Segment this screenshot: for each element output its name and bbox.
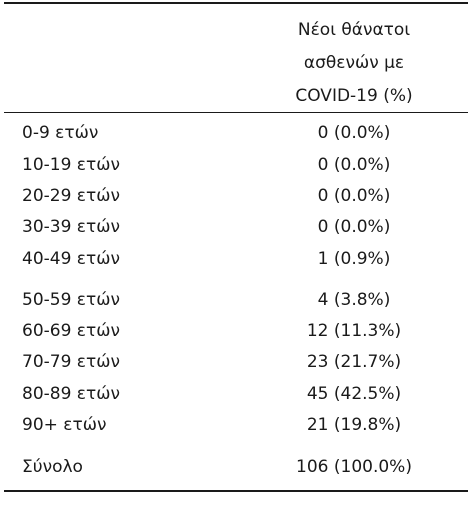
column-header-line-2: ασθενών με <box>303 53 405 73</box>
row-label: 50-59 ετών <box>22 290 120 310</box>
table-row: 80-89 ετών 45 (42.5%) <box>4 379 468 409</box>
table-bottom-rule <box>4 490 468 492</box>
table-row: 90+ ετών 21 (19.8%) <box>4 410 468 440</box>
column-header-new-deaths: Νέοι θάνατοι ασθενών με COVID-19 (%) <box>240 14 468 113</box>
table-row: 30-39 ετών 0 (0.0%) <box>4 212 468 242</box>
row-label: 90+ ετών <box>22 415 107 435</box>
total-value: 106 (100.0%) <box>296 457 412 477</box>
table-row: 50-59 ετών 4 (3.8%) <box>4 285 468 315</box>
row-label: 70-79 ετών <box>22 352 120 372</box>
row-label: 20-29 ετών <box>22 186 120 206</box>
row-value: 0 (0.0%) <box>317 155 391 175</box>
table-row: 40-49 ετών 1 (0.9%) <box>4 244 468 274</box>
table-row: 0-9 ετών 0 (0.0%) <box>4 118 468 148</box>
column-header-line-3: COVID-19 (%) <box>295 86 413 106</box>
row-value: 0 (0.0%) <box>317 217 391 237</box>
row-label: 10-19 ετών <box>22 155 120 175</box>
row-label: 60-69 ετών <box>22 321 120 341</box>
row-value: 12 (11.3%) <box>306 321 402 341</box>
table-row-total: Σύνολο 106 (100.0%) <box>4 452 468 482</box>
table-row: 20-29 ετών 0 (0.0%) <box>4 181 468 211</box>
row-value: 45 (42.5%) <box>306 384 402 404</box>
row-label: 40-49 ετών <box>22 249 120 269</box>
row-value: 0 (0.0%) <box>317 123 391 143</box>
table-row: 70-79 ετών 23 (21.7%) <box>4 347 468 377</box>
header-separator-rule <box>4 112 468 113</box>
row-label: 80-89 ετών <box>22 384 120 404</box>
row-value: 21 (19.8%) <box>306 415 402 435</box>
total-label: Σύνολο <box>22 457 83 477</box>
column-header-line-1: Νέοι θάνατοι <box>297 20 411 40</box>
table-row: 10-19 ετών 0 (0.0%) <box>4 150 468 180</box>
table-top-rule <box>4 2 468 4</box>
row-value: 4 (3.8%) <box>317 290 391 310</box>
row-value: 1 (0.9%) <box>317 249 391 269</box>
row-label: 0-9 ετών <box>22 123 99 143</box>
row-label: 30-39 ετών <box>22 217 120 237</box>
row-value: 23 (21.7%) <box>306 352 402 372</box>
table-row: 60-69 ετών 12 (11.3%) <box>4 316 468 346</box>
row-value: 0 (0.0%) <box>317 186 391 206</box>
